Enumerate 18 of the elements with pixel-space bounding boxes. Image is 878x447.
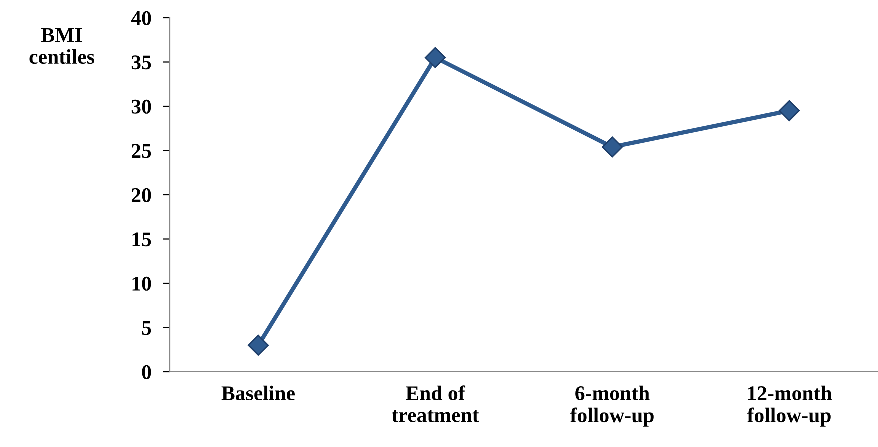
y-tick-label: 15	[132, 232, 152, 247]
y-tick-label: 35	[132, 56, 152, 70]
x-tick-label: 12-month follow-up	[747, 386, 832, 427]
y-tick-label: 0	[142, 365, 152, 380]
y-tick-label: 25	[132, 144, 152, 158]
point	[602, 136, 624, 158]
point	[778, 100, 800, 122]
y-tick-label: 10	[132, 276, 152, 291]
x-tick-label: Baseline	[222, 386, 295, 401]
y-axis-title: BMI centiles	[30, 28, 94, 64]
point	[424, 47, 446, 68]
y-tick-label: 40	[131, 11, 152, 26]
x-tick-label: 6-month follow-up	[570, 386, 654, 427]
y-tick-label: 5	[142, 321, 152, 336]
point	[248, 334, 270, 356]
x-tick-label: End of treatment	[392, 386, 480, 422]
y-tick-label: 30	[132, 100, 152, 114]
y-tick-label: 20	[132, 188, 152, 202]
